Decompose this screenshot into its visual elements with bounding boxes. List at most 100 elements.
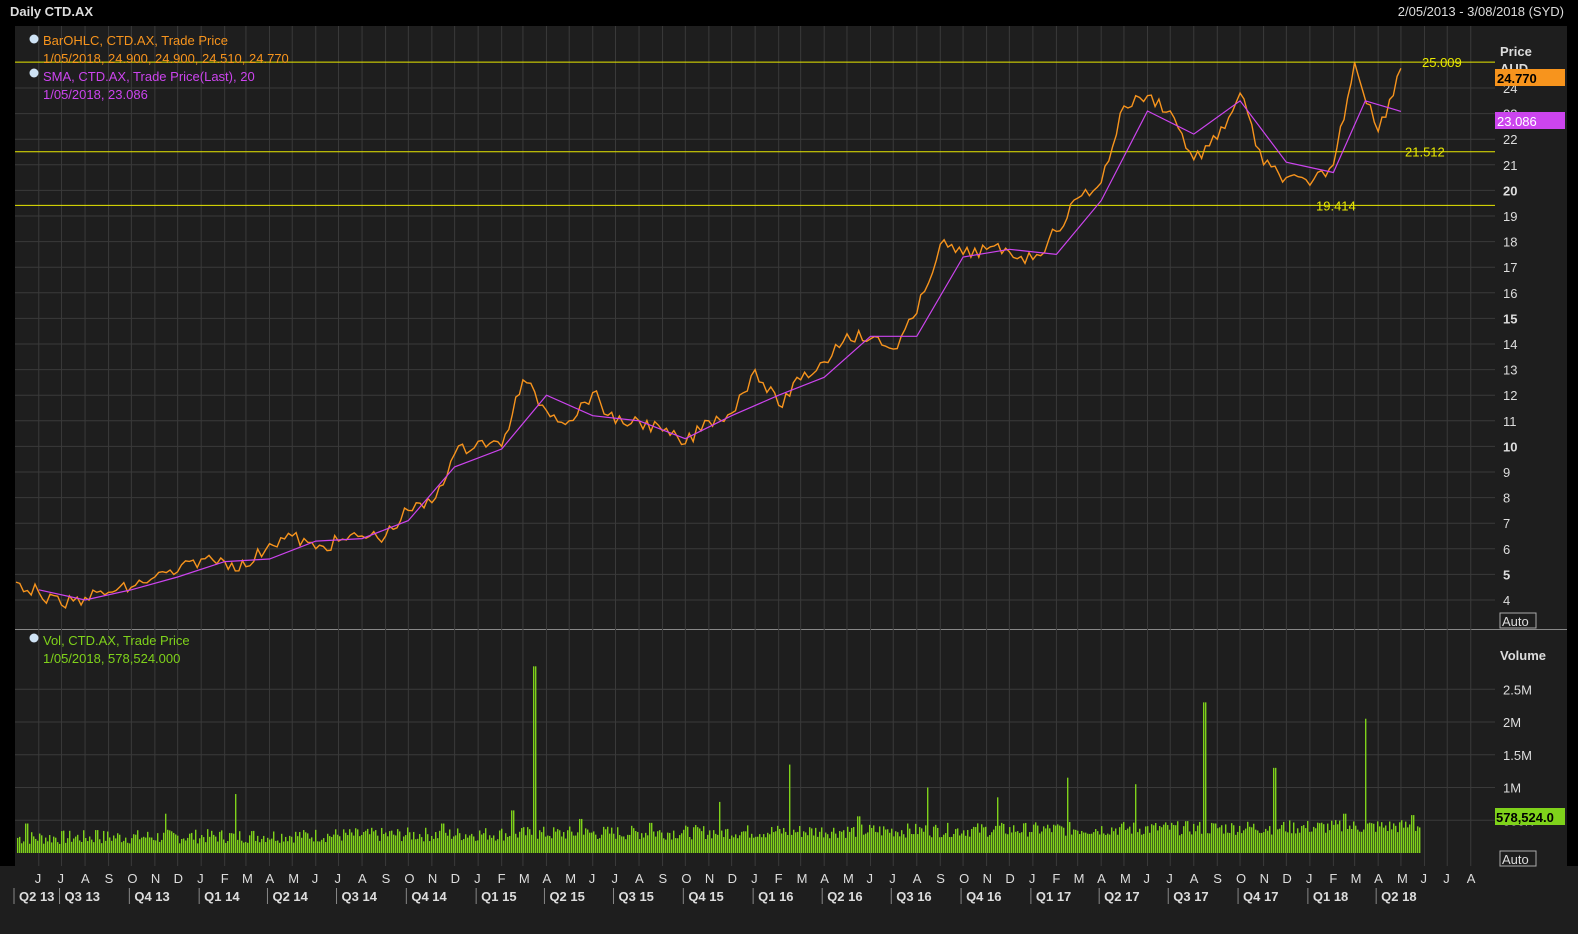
volume-bar	[1345, 813, 1347, 853]
volume-bar	[775, 831, 777, 853]
x-month-label: N	[705, 871, 714, 886]
volume-bar	[683, 829, 685, 853]
volume-bar	[833, 827, 835, 853]
volume-bar	[953, 833, 955, 853]
volume-bar	[483, 833, 485, 853]
x-month-label: A	[820, 871, 829, 886]
volume-bar	[913, 834, 915, 853]
volume-bar	[1073, 829, 1075, 853]
x-quarter-label: Q2 16	[827, 889, 862, 904]
volume-bar	[969, 836, 971, 853]
volume-bar	[843, 830, 845, 853]
x-month-label: A	[913, 871, 922, 886]
price-auto-button[interactable]	[1499, 612, 1537, 629]
volume-bar	[287, 841, 289, 853]
legend-toggle-icon[interactable]	[29, 633, 39, 643]
volume-bar	[997, 797, 999, 853]
volume-bar	[923, 831, 925, 853]
volume-bar	[1301, 825, 1303, 853]
volume-bar	[1109, 834, 1111, 853]
volume-bar	[1201, 833, 1203, 853]
volume-bar	[1129, 826, 1131, 853]
volume-bar	[1397, 832, 1399, 853]
volume-bar	[881, 835, 883, 853]
volume-bar	[299, 832, 301, 853]
volume-bar	[127, 842, 129, 853]
volume-bar	[749, 837, 751, 853]
x-quarter-label: Q1 18	[1313, 889, 1348, 904]
volume-bar	[403, 836, 405, 853]
volume-bar	[1055, 825, 1057, 853]
volume-bar	[459, 833, 461, 853]
volume-bar	[365, 830, 367, 853]
volume-bar	[31, 832, 33, 853]
volume-bar	[255, 840, 257, 853]
volume-bar	[469, 835, 471, 853]
volume-bar	[1265, 828, 1267, 853]
x-month-label: D	[1282, 871, 1291, 886]
x-month-label: J	[335, 871, 342, 886]
price-auto-label: Auto	[1502, 614, 1529, 629]
x-month-label: M	[797, 871, 808, 886]
volume-bar	[1001, 822, 1003, 853]
volume-bar	[653, 831, 655, 853]
volume-bar	[1203, 702, 1205, 853]
volume-bar	[973, 826, 975, 853]
volume-bar	[135, 834, 137, 853]
volume-bar	[361, 834, 363, 853]
volume-bar	[611, 827, 613, 853]
volume-bar	[539, 830, 541, 853]
volume-bar	[579, 818, 581, 853]
volume-bar	[729, 838, 731, 853]
volume-bar	[317, 841, 319, 853]
volume-bar	[27, 823, 29, 853]
x-month-label: F	[498, 871, 506, 886]
volume-bar	[351, 832, 353, 853]
volume-bar	[1107, 833, 1109, 853]
volume-bar	[1285, 831, 1287, 853]
volume-auto-button[interactable]	[1499, 850, 1537, 867]
volume-bar	[725, 829, 727, 853]
volume-bar	[41, 835, 43, 853]
volume-bar	[261, 838, 263, 853]
volume-bar	[1125, 829, 1127, 853]
volume-bar	[1309, 831, 1311, 853]
volume-bar	[575, 835, 577, 853]
volume-bar	[697, 827, 699, 853]
volume-bar	[119, 834, 121, 853]
volume-bar	[457, 828, 459, 853]
volume-bar	[835, 833, 837, 853]
volume-bar	[1101, 826, 1103, 853]
legend-toggle-icon[interactable]	[29, 68, 39, 78]
horizontal-lines[interactable]: 25.009 21.512 19.414	[15, 55, 1495, 213]
volume-bar	[1283, 821, 1285, 853]
legend-toggle-icon[interactable]	[29, 34, 39, 44]
legend-volume-values: 1/05/2018, 578,524.000	[43, 651, 180, 666]
volume-bar	[739, 835, 741, 853]
volume-bar	[819, 831, 821, 853]
volume-bar	[1137, 832, 1139, 853]
volume-bar	[587, 829, 589, 853]
volume-bar	[495, 840, 497, 853]
volume-bar	[1149, 832, 1151, 853]
volume-bar	[367, 828, 369, 853]
volume-bar	[1151, 824, 1153, 853]
volume-bar	[1247, 821, 1249, 853]
volume-bar	[859, 816, 861, 853]
volume-bar	[647, 835, 649, 853]
volume-bar	[511, 810, 513, 853]
volume-bar	[745, 831, 747, 853]
volume-bar	[845, 837, 847, 853]
volume-bar	[387, 836, 389, 853]
volume-bar	[37, 840, 39, 853]
volume-bar	[223, 839, 225, 853]
volume-bar	[513, 810, 515, 853]
volume-bar	[821, 827, 823, 853]
volume-bar	[1329, 830, 1331, 853]
volume-bar	[505, 833, 507, 853]
volume-bar	[785, 831, 787, 853]
volume-bar	[1025, 822, 1027, 853]
volume-bar	[101, 843, 103, 853]
volume-bar	[711, 838, 713, 853]
